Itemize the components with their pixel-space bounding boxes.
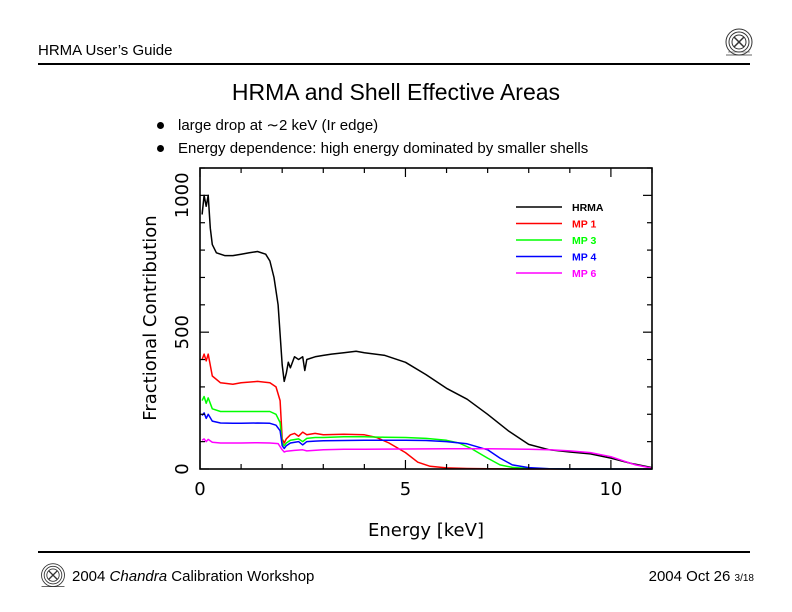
legend-item: MP 6 bbox=[516, 268, 596, 280]
page-number: 3/18 bbox=[734, 573, 754, 584]
legend-item: HRMA bbox=[516, 202, 604, 214]
chandra-logo-icon bbox=[41, 563, 65, 588]
footer-mission: Chandra bbox=[109, 568, 168, 585]
y-axis-label: Fractional Contribution bbox=[140, 215, 161, 420]
bullet-list: large drop at ∼2 keV (Ir edge) Energy de… bbox=[157, 114, 588, 160]
y-tick-label: 0 bbox=[172, 463, 193, 474]
x-tick-label: 0 bbox=[194, 479, 205, 500]
legend-label: MP 6 bbox=[572, 268, 596, 280]
series-line-mp-3 bbox=[201, 395, 652, 470]
tick-layer: 0 5 10 0 500 1000 bbox=[172, 167, 653, 500]
bullet-icon bbox=[157, 122, 164, 129]
footer-date-page: 2004 Oct 26 3/18 bbox=[649, 568, 754, 585]
footer-event-name: Calibration Workshop bbox=[171, 568, 315, 585]
legend-label: MP 1 bbox=[572, 219, 596, 231]
header-divider bbox=[38, 63, 750, 65]
slide-title: HRMA and Shell Effective Areas bbox=[231, 79, 561, 105]
plot-frame bbox=[199, 167, 653, 470]
legend-item: MP 1 bbox=[516, 219, 596, 231]
x-axis-label: Energy [keV] bbox=[368, 520, 484, 541]
footer-event: 2004 Chandra Calibration Workshop bbox=[72, 568, 314, 585]
footer-divider bbox=[38, 551, 750, 553]
header-title: HRMA User’s Guide bbox=[38, 42, 173, 59]
chandra-logo-icon bbox=[725, 28, 753, 56]
legend: HRMA MP 1 MP 3 MP 4 MP 6 bbox=[516, 202, 604, 280]
y-tick-label: 500 bbox=[172, 315, 193, 349]
bullet-text: large drop at ∼2 keV (Ir edge) bbox=[178, 117, 379, 134]
x-tick-label: 10 bbox=[599, 479, 622, 500]
series-layer bbox=[201, 194, 653, 470]
x-tick-label: 5 bbox=[400, 479, 411, 500]
legend-label: MP 3 bbox=[572, 235, 596, 247]
footer-date: 2004 Oct 26 bbox=[648, 568, 731, 585]
series-line-hrma bbox=[201, 194, 653, 469]
legend-label: MP 4 bbox=[572, 252, 596, 264]
legend-item: MP 4 bbox=[516, 252, 596, 264]
bullet-item: Energy dependence: high energy dominated… bbox=[157, 137, 588, 160]
series-line-mp-6 bbox=[201, 438, 653, 469]
bullet-item: large drop at ∼2 keV (Ir edge) bbox=[157, 114, 588, 137]
footer-year: 2004 bbox=[72, 568, 106, 585]
y-tick-label: 1000 bbox=[172, 172, 193, 218]
series-line-mp-1 bbox=[201, 353, 652, 470]
legend-item: MP 3 bbox=[516, 235, 596, 247]
bullet-icon bbox=[157, 145, 164, 152]
series-line-mp-4 bbox=[201, 412, 652, 470]
legend-label: HRMA bbox=[572, 202, 604, 214]
bullet-text: Energy dependence: high energy dominated… bbox=[178, 140, 589, 157]
